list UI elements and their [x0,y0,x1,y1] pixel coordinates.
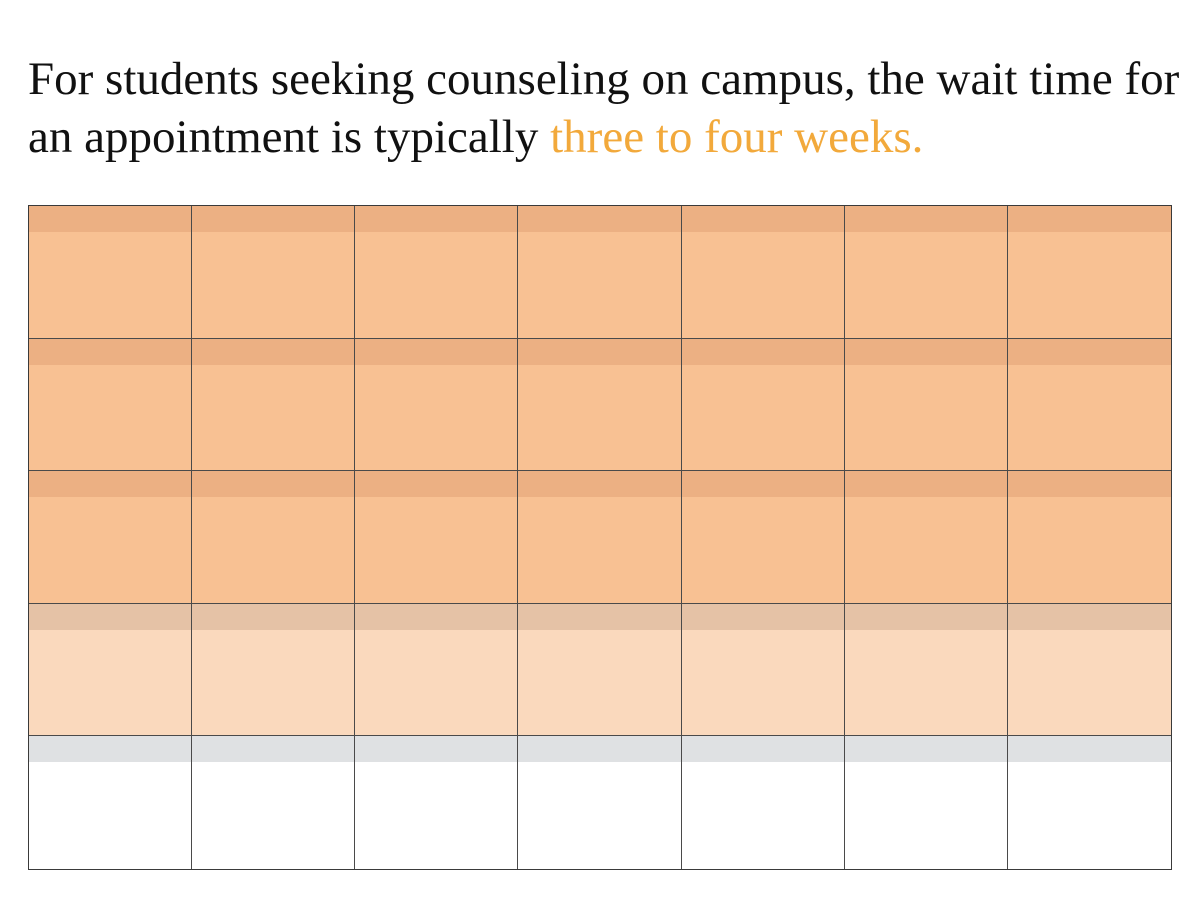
calendar-day-cell [1007,338,1171,472]
calendar-day-header-band [1007,338,1171,365]
calendar-day-cell [29,471,193,604]
calendar-day-header-band [29,603,192,630]
calendar-day-cell [29,338,193,472]
calendar-day-header-band [192,471,355,498]
calendar-day-header-band [355,471,518,498]
calendar-day-header-band [29,206,192,232]
calendar-day-header-band [192,736,355,763]
calendar-day-cell [355,206,519,339]
calendar-day-cell [518,736,682,869]
calendar-day-cell [1007,206,1171,339]
calendar-day-header-band [29,471,192,498]
calendar-day-cell [844,338,1008,472]
calendar-day-header-band [355,206,518,232]
calendar-day-cell [844,206,1008,339]
calendar-day-header-band [192,338,355,365]
calendar-day-cell [1007,471,1171,604]
calendar-day-header-band [355,338,518,365]
calendar-day-cell [844,471,1008,604]
calendar-day-cell [29,206,193,339]
calendar-day-header-band [1007,206,1171,232]
calendar-day-header-band [192,603,355,630]
calendar-day-header-band [518,603,681,630]
calendar-day-header-band [844,471,1007,498]
calendar-day-header-band [1007,603,1171,630]
calendar-day-header-band [1007,471,1171,498]
calendar-day-cell [844,603,1008,737]
calendar-day-cell [192,603,356,737]
calendar-day-cell [1007,736,1171,869]
calendar-day-cell [681,736,845,869]
calendar-day-header-band [844,338,1007,365]
calendar-day-cell [518,206,682,339]
calendar-day-cell [681,471,845,604]
calendar-day-cell [681,338,845,472]
calendar-day-header-band [681,471,844,498]
calendar-day-cell [355,471,519,604]
calendar-day-cell [192,736,356,869]
calendar-day-cell [518,338,682,472]
calendar-day-header-band [29,736,192,763]
calendar-day-header-band [681,206,844,232]
calendar-grid [28,205,1172,870]
calendar-day-cell [518,603,682,737]
calendar-day-header-band [844,206,1007,232]
calendar-day-header-band [844,603,1007,630]
headline-highlight: three to four weeks. [550,111,924,163]
calendar-day-header-band [518,206,681,232]
calendar-day-header-band [518,736,681,763]
calendar-day-cell [355,603,519,737]
calendar-day-header-band [681,338,844,365]
calendar-day-header-band [681,736,844,763]
calendar-day-header-band [1007,736,1171,763]
calendar-day-header-band [355,603,518,630]
calendar-day-cell [844,736,1008,869]
calendar-day-cell [355,338,519,472]
calendar-day-header-band [518,471,681,498]
calendar-day-cell [681,206,845,339]
calendar-day-cell [29,736,193,869]
calendar-day-header-band [681,603,844,630]
calendar-day-cell [1007,603,1171,737]
calendar-day-cell [29,603,193,737]
calendar-day-header-band [29,338,192,365]
calendar-day-cell [355,736,519,869]
calendar-day-cell [518,471,682,604]
headline-text: For students seeking counseling on campu… [28,53,1180,163]
calendar-day-header-band [192,206,355,232]
calendar-day-cell [192,471,356,604]
calendar-day-header-band [844,736,1007,763]
calendar-day-header-band [518,338,681,365]
calendar-day-header-band [355,736,518,763]
calendar-day-cell [192,206,356,339]
calendar-day-cell [192,338,356,472]
headline: For students seeking counseling on campu… [28,50,1188,166]
calendar-day-cell [681,603,845,737]
